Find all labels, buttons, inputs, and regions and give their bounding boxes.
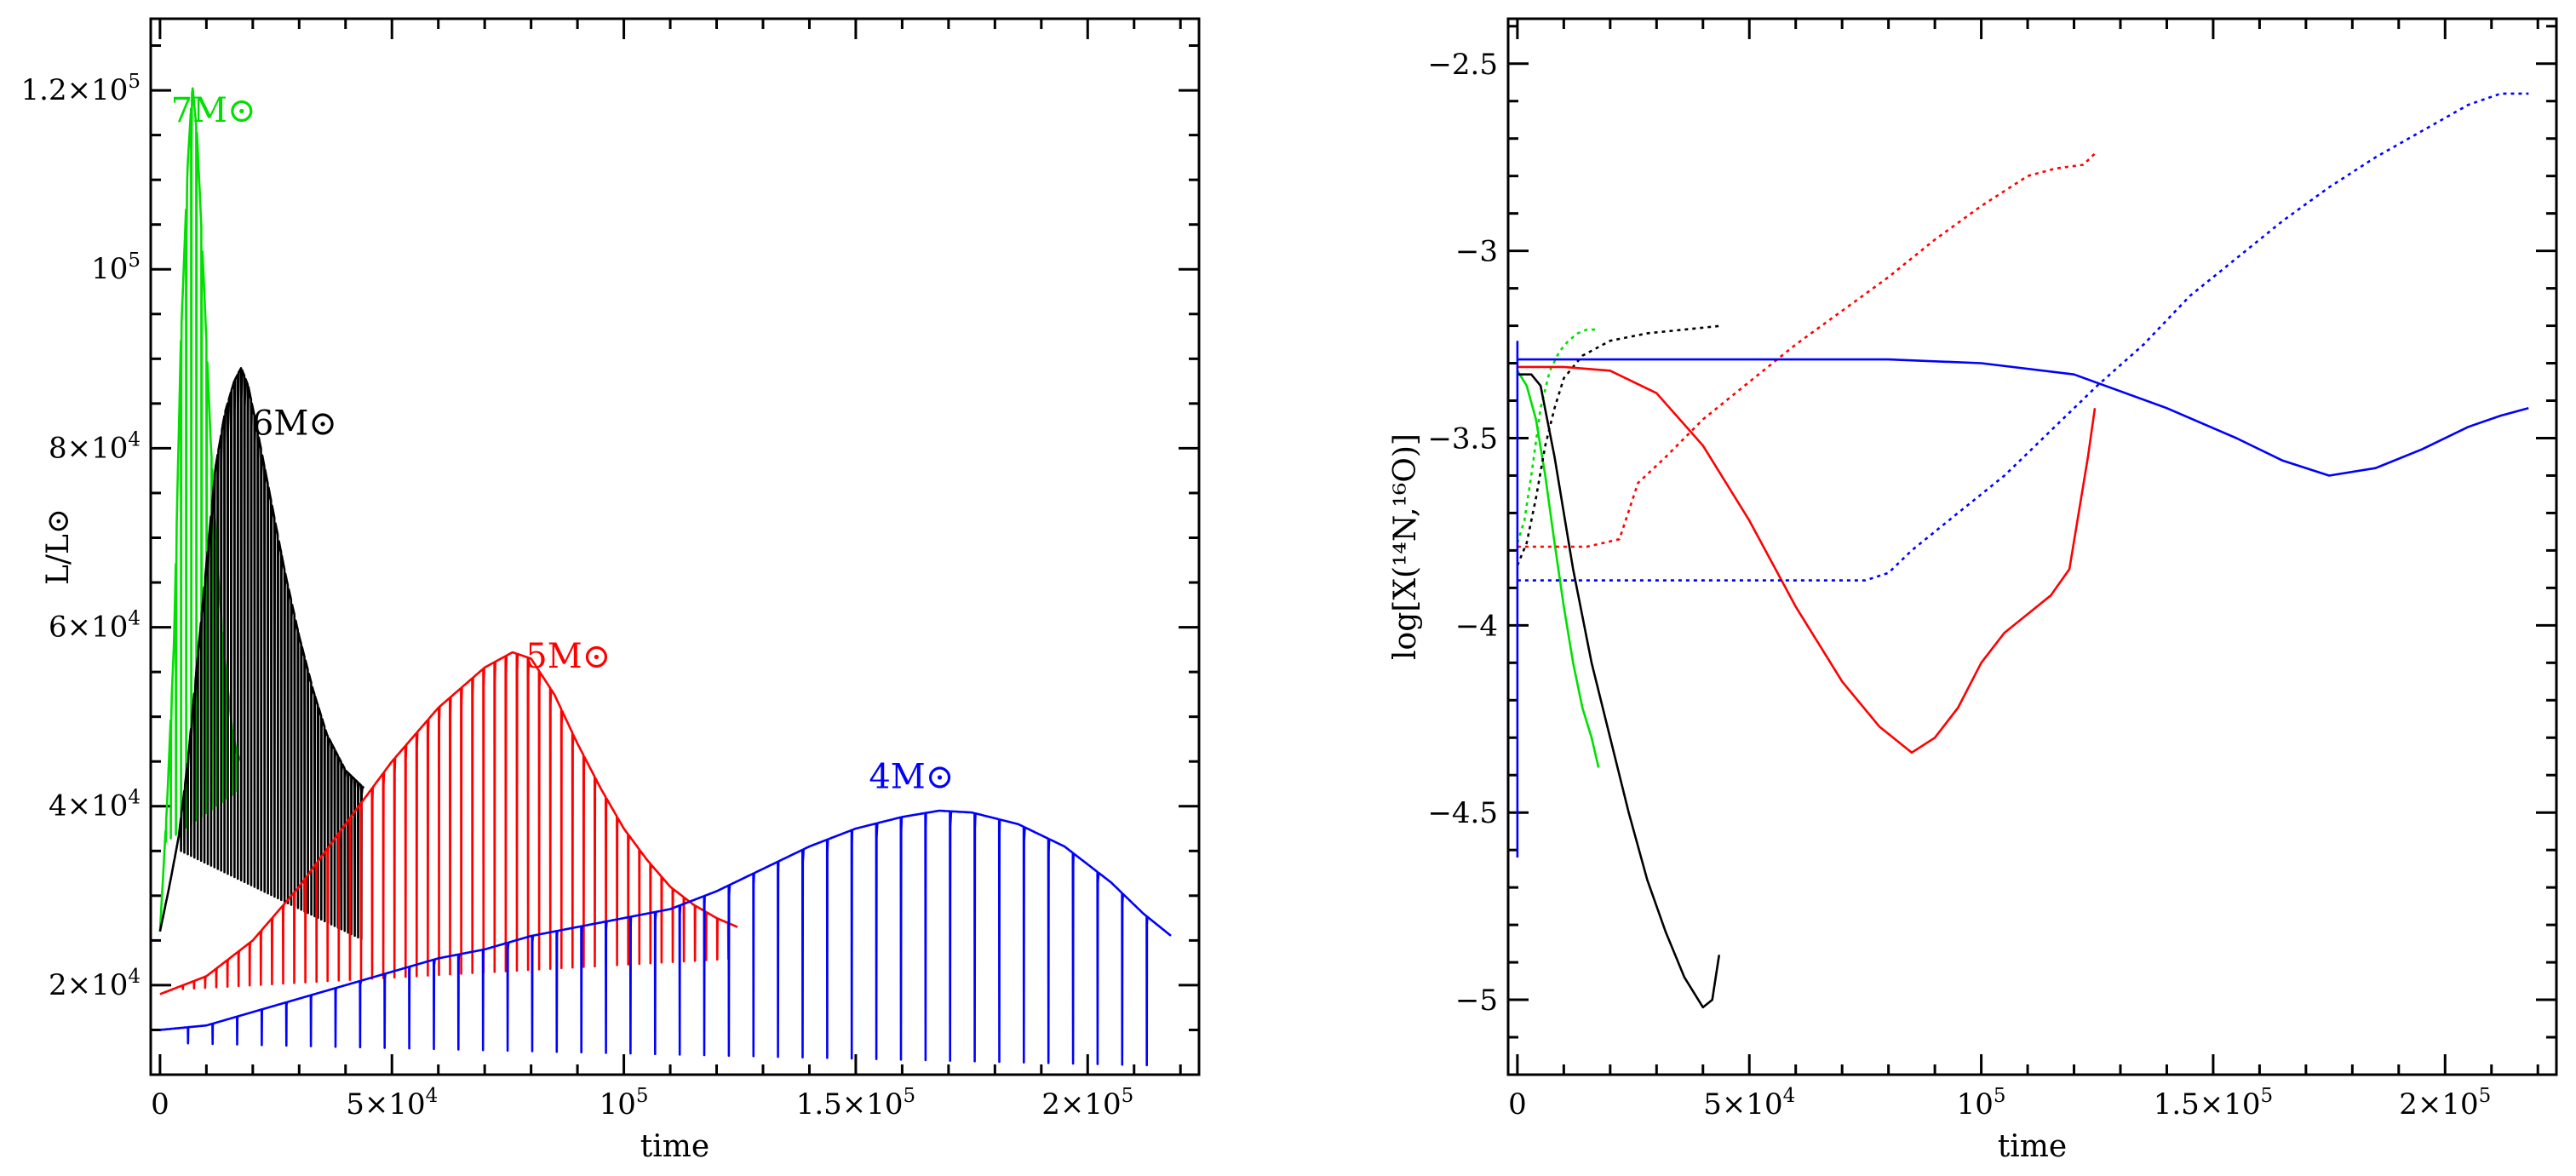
y-axis-title: log[X(¹⁴N,¹⁶O)]: [1388, 433, 1423, 660]
series-line: [159, 809, 1172, 1067]
x-tick-label: 1.5×105: [2154, 1085, 2273, 1122]
series-line: [1516, 370, 1600, 768]
series-label: 7M⊙: [171, 91, 256, 130]
y-tick-label: 8×104: [49, 428, 141, 465]
x-tick-label: 2×105: [2399, 1085, 2491, 1122]
series-line: [158, 367, 365, 940]
x-tick-label: 105: [1957, 1085, 2006, 1122]
y-tick-label: 2×104: [49, 966, 141, 1002]
plot-frame: [1506, 17, 2558, 1076]
x-axis-title: time: [640, 1129, 709, 1164]
y-tick-label: −3.5: [1427, 422, 1498, 456]
x-axis-title: time: [1998, 1129, 2067, 1164]
y-tick-label: −3: [1455, 235, 1498, 269]
series-line: [1517, 373, 1721, 1009]
y-tick-label: −2.5: [1427, 48, 1498, 82]
x-tick-label: 5×104: [1703, 1085, 1795, 1122]
series-line: [1516, 328, 1599, 543]
y-tick-label: 105: [91, 250, 141, 286]
series-line: [159, 651, 738, 995]
x-tick-label: 0: [1508, 1087, 1527, 1122]
y-tick-label: −4: [1455, 609, 1498, 643]
abundance-panel: 0 5×104 105 1.5×105 2×105 −5 −4.5 −4 −3.5 −3 −2.5 t…: [1388, 17, 2558, 1164]
luminosity-panel: 0 5×104 105 1.5×105 2×105 2×104 4×104 6×104 8×10…: [21, 17, 1201, 1164]
y-tick-label: −5: [1455, 984, 1498, 1018]
y-tick-label: 1.2×105: [21, 71, 141, 107]
series-line: [1516, 324, 1722, 566]
y-tick-label: 6×104: [49, 608, 141, 645]
y-tick-label: 4×104: [49, 787, 141, 823]
x-tick-label: 2×105: [1041, 1085, 1133, 1122]
series-line: [1517, 92, 2529, 582]
x-tick-label: 0: [151, 1087, 169, 1122]
y-tick-label: −4.5: [1427, 796, 1498, 830]
series-label: 5M⊙: [525, 637, 611, 676]
series-label: 4M⊙: [869, 758, 954, 797]
x-tick-label: 105: [600, 1085, 649, 1122]
series-label: 6M⊙: [252, 404, 337, 444]
y-axis-title: L/L⊙: [41, 508, 76, 585]
plot-frame: [149, 17, 1201, 1076]
x-tick-label: 1.5×105: [796, 1085, 915, 1122]
series-line: [1517, 152, 2096, 548]
series-line: [1517, 358, 2529, 477]
x-tick-label: 5×104: [346, 1085, 438, 1122]
series-line: [1517, 365, 2097, 754]
